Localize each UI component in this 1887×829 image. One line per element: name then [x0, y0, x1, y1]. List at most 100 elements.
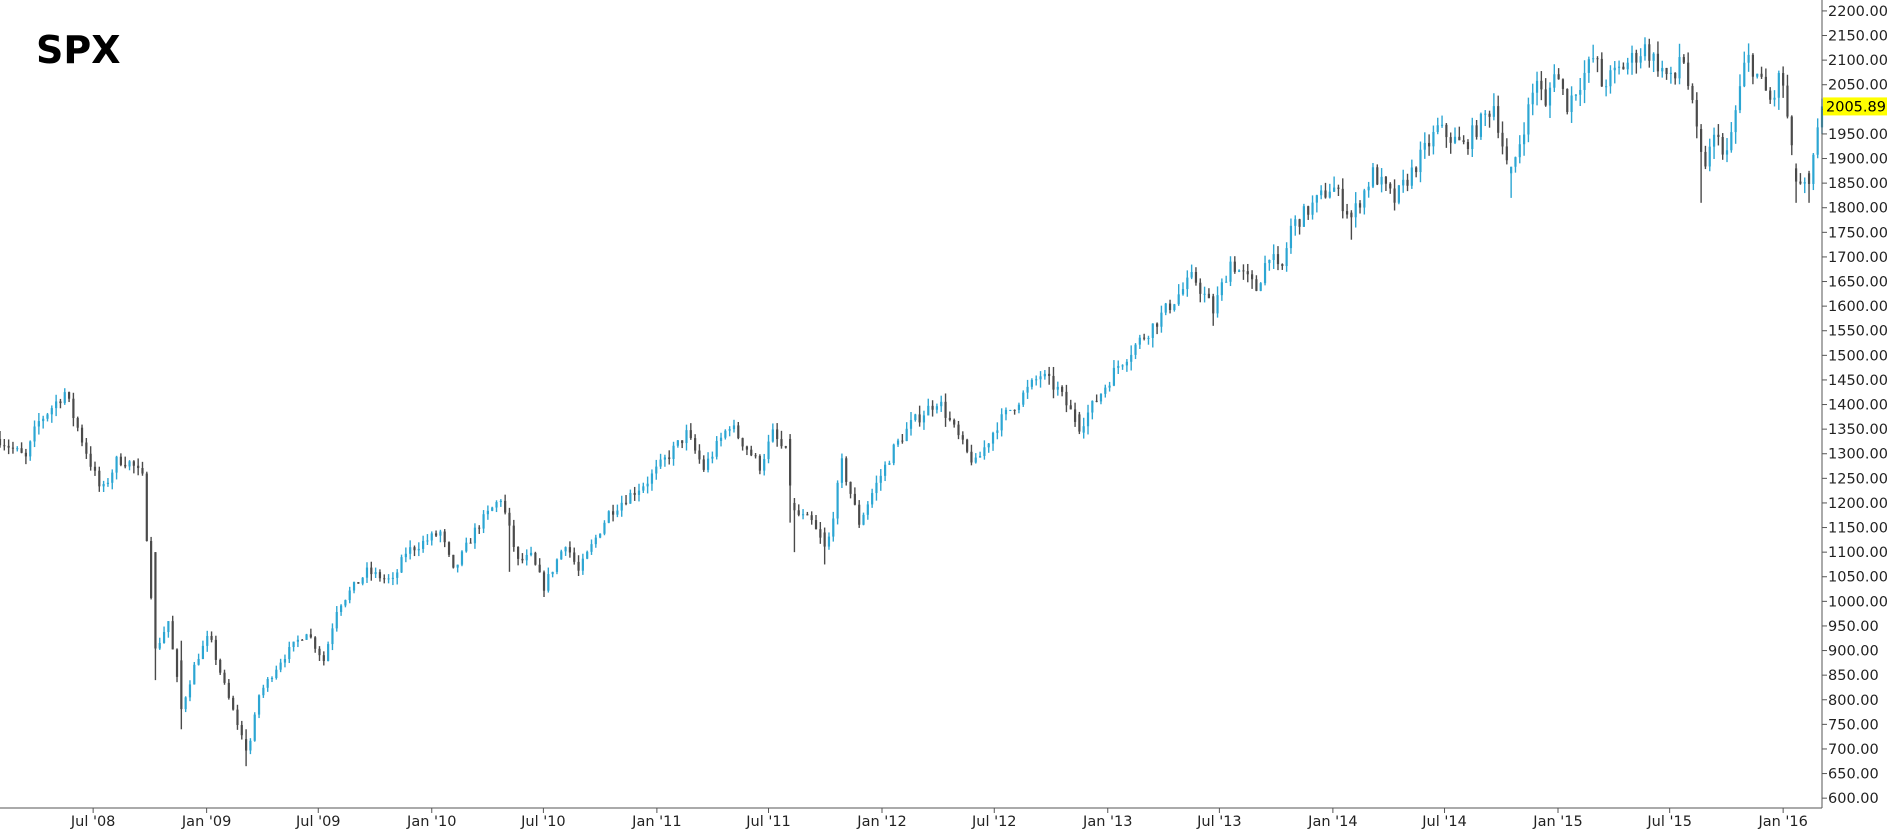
candle [806, 511, 809, 516]
candle [1155, 322, 1159, 335]
candle [115, 455, 118, 480]
candle [944, 393, 947, 427]
candle [473, 523, 477, 549]
candle [219, 658, 222, 675]
candle [581, 553, 584, 575]
candle [270, 676, 274, 683]
candle [1764, 68, 1767, 91]
candle [1505, 138, 1508, 165]
candle [1082, 417, 1085, 439]
y-tick-label: 2100.00 [1828, 53, 1887, 69]
candle [197, 653, 200, 666]
candle [853, 487, 856, 506]
candle [1786, 74, 1789, 119]
y-tick-label: 1300.00 [1828, 447, 1887, 463]
candle [909, 411, 913, 436]
candle [1125, 359, 1128, 372]
candle [776, 423, 779, 447]
candle [1233, 256, 1236, 274]
candle [132, 460, 135, 474]
candle [793, 498, 796, 553]
candle [1682, 54, 1685, 65]
candle [504, 494, 507, 515]
candle [1734, 105, 1737, 144]
candle [1380, 168, 1383, 193]
candle [1557, 68, 1560, 80]
y-tick-label: 1850.00 [1828, 176, 1887, 192]
candle [801, 509, 805, 520]
candle [1220, 278, 1223, 301]
candle [845, 456, 848, 486]
candle [1514, 156, 1517, 173]
candle [1415, 166, 1418, 178]
candle [732, 419, 736, 433]
candle [1302, 203, 1305, 227]
candle [896, 438, 900, 447]
candle [3, 438, 6, 451]
candle [1255, 275, 1258, 292]
candle [1134, 343, 1137, 360]
candle [1471, 117, 1474, 158]
candle [456, 564, 459, 573]
candle [1730, 122, 1733, 153]
candle [1704, 145, 1707, 170]
candle [491, 506, 494, 512]
candle [724, 429, 727, 440]
x-tick-label: Jul '11 [745, 814, 791, 829]
candle [875, 475, 878, 501]
candle [1553, 64, 1556, 92]
y-axis: 600.00 650.00 700.00 750.00 800.00 850.00 900.… [1821, 0, 1887, 808]
candle [439, 529, 442, 543]
y-tick-label: 1050.00 [1828, 570, 1887, 586]
chart-title: SPX [36, 28, 121, 72]
candle [1393, 179, 1396, 211]
candle [1263, 255, 1267, 286]
candle [1605, 79, 1608, 97]
x-tick-label: Jul '14 [1421, 814, 1467, 829]
candle [158, 637, 161, 650]
candle [98, 466, 101, 492]
candle [672, 441, 675, 466]
candle [1600, 52, 1603, 87]
candle [1026, 379, 1029, 399]
candle [1212, 293, 1215, 326]
y-tick-label: 1000.00 [1828, 594, 1887, 610]
candle [1639, 48, 1642, 69]
candle [154, 552, 157, 681]
candle [1760, 66, 1763, 79]
candle [970, 444, 973, 466]
x-tick-label: Jan '14 [1307, 814, 1357, 829]
candle [1190, 264, 1193, 280]
candle [201, 640, 205, 660]
candle [59, 398, 62, 409]
candle [1440, 115, 1444, 128]
x-tick-label: Jul '08 [70, 814, 116, 829]
candle [1700, 124, 1703, 203]
x-tick-label: Jul '13 [1196, 814, 1242, 829]
candle [1143, 333, 1146, 341]
candle [1160, 305, 1163, 333]
candle [128, 460, 131, 471]
candle [702, 455, 705, 472]
candle [1492, 93, 1495, 121]
candle [750, 445, 753, 457]
candle [55, 394, 58, 417]
candle [931, 400, 934, 417]
candle [836, 480, 839, 525]
candle [741, 437, 744, 451]
candle [1406, 173, 1409, 192]
y-tick-label: 800.00 [1828, 693, 1879, 709]
candle [1717, 124, 1720, 146]
candle [953, 418, 956, 428]
candle [668, 450, 671, 465]
candle [1238, 269, 1241, 273]
candle [331, 623, 334, 651]
candle [763, 453, 766, 476]
candle [1609, 65, 1612, 94]
candle [11, 441, 15, 454]
candle [469, 538, 472, 544]
candle [1475, 119, 1478, 140]
y-tick-label: 1450.00 [1828, 373, 1887, 389]
candle [780, 430, 783, 449]
candle [1013, 409, 1016, 415]
